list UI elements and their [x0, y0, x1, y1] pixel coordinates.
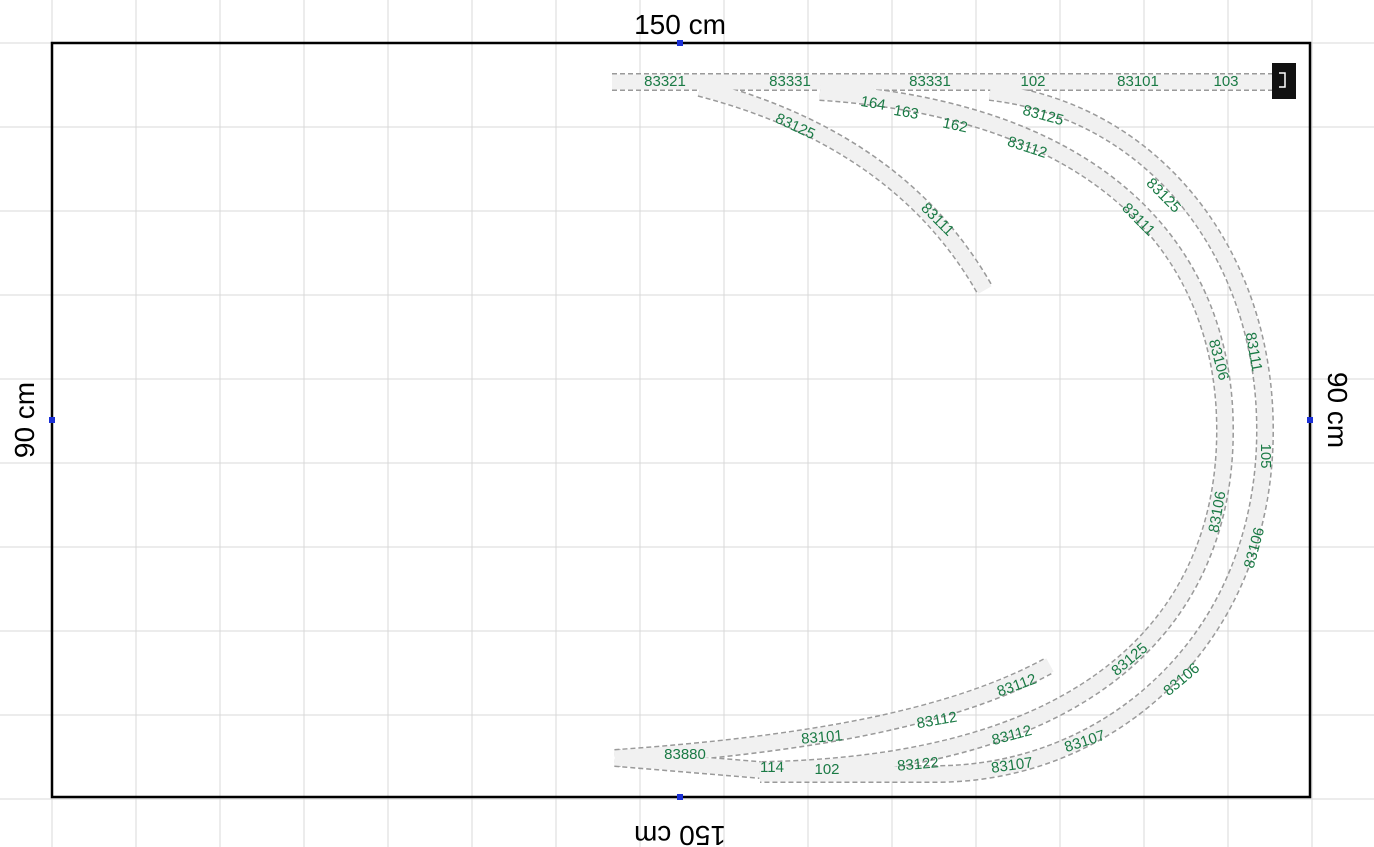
dimension-left: 90 cm	[9, 382, 40, 458]
track[interactable]	[759, 84, 1233, 778]
track-label: 83321	[644, 73, 686, 90]
buffer-icon	[1279, 72, 1286, 88]
tracks	[612, 73, 1295, 783]
track-label: 164	[859, 93, 887, 114]
track[interactable]	[698, 80, 992, 294]
track-label: 83101	[800, 727, 843, 748]
buffer-stop[interactable]	[1272, 63, 1296, 99]
track-label: 83331	[909, 73, 951, 90]
handle[interactable]	[677, 794, 683, 800]
dimension-bottom: 150 cm	[634, 820, 726, 847]
track-label: 114	[760, 759, 784, 776]
track-label: 83106	[1205, 490, 1229, 534]
track[interactable]	[614, 750, 761, 778]
track[interactable]	[614, 658, 1054, 766]
dimension-top: 150 cm	[634, 9, 726, 40]
track-label: 102	[1020, 73, 1045, 90]
track-label: 83112	[915, 709, 958, 733]
track-label: 83331	[769, 73, 811, 90]
handle[interactable]	[1307, 417, 1313, 423]
track-label: 83111	[1242, 331, 1266, 373]
handle[interactable]	[49, 417, 55, 423]
track-label: 105	[1257, 443, 1274, 468]
track-label: 83107	[990, 754, 1034, 777]
dimension-right: 90 cm	[1322, 372, 1353, 448]
track-label: 83122	[896, 754, 939, 775]
track[interactable]	[760, 84, 1273, 782]
track-edge	[697, 79, 993, 295]
track-label: 83101	[1117, 73, 1159, 90]
track-label: 163	[892, 102, 920, 123]
track-label: 102	[814, 761, 839, 778]
track-label: 83880	[664, 746, 706, 763]
track-label: 162	[941, 115, 969, 137]
handle[interactable]	[677, 40, 683, 46]
board-outline	[50, 41, 1312, 799]
track-label: 103	[1213, 73, 1238, 90]
